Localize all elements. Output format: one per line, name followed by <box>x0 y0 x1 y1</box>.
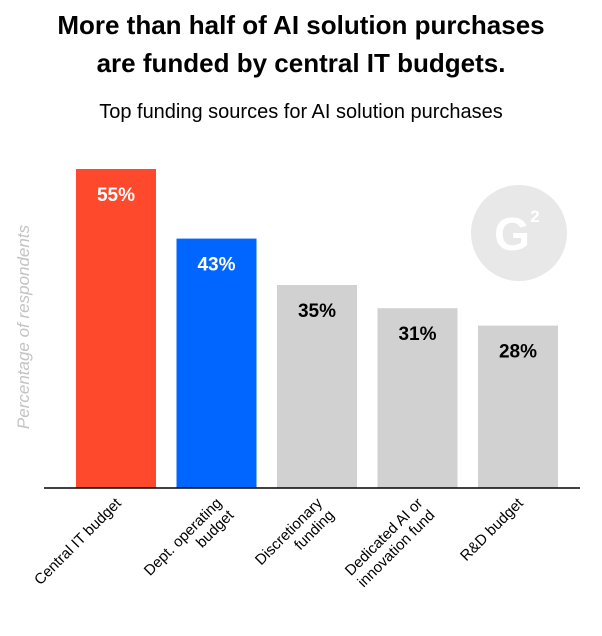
x-tick-labels: Central IT budget Dept. operatingbudget Di… <box>31 494 527 591</box>
x-tick-label-line: R&D budget <box>457 494 527 564</box>
bars-group: 55% 43% 35% 31% 28% <box>76 169 558 488</box>
x-tick-label-3: Dedicated AI orinnovation fund <box>342 495 439 592</box>
x-tick-label-4: R&D budget <box>457 494 527 564</box>
bar-3 <box>377 308 458 488</box>
bar-value-label-2: 35% <box>298 301 336 322</box>
chart-title-line-1: More than half of AI solution purchases <box>57 10 545 40</box>
g2-logo-icon: G 2 <box>471 185 567 281</box>
svg-text:G: G <box>494 208 530 260</box>
bar-4 <box>478 325 558 488</box>
x-tick-label-0: Central IT budget <box>31 494 125 588</box>
chart-title-line-2: are funded by central IT budgets. <box>96 48 506 78</box>
x-tick-label-line: Central IT budget <box>31 494 125 588</box>
bar-2 <box>277 285 357 488</box>
y-axis-label: Percentage of respondents <box>14 224 33 429</box>
bar-value-label-1: 43% <box>197 255 235 276</box>
bar-0 <box>76 169 156 488</box>
bar-value-label-3: 31% <box>398 324 436 345</box>
x-tick-label-1: Dept. operatingbudget <box>141 494 238 591</box>
bar-value-label-0: 55% <box>97 185 135 206</box>
bar-value-label-4: 28% <box>499 342 537 363</box>
chart-title: More than half of AI solution purchases … <box>0 6 602 82</box>
x-tick-label-2: Discretionaryfunding <box>252 494 338 580</box>
chart-subtitle: Top funding sources for AI solution purc… <box>99 101 503 123</box>
svg-text:2: 2 <box>530 207 539 226</box>
bar-1 <box>176 238 257 488</box>
